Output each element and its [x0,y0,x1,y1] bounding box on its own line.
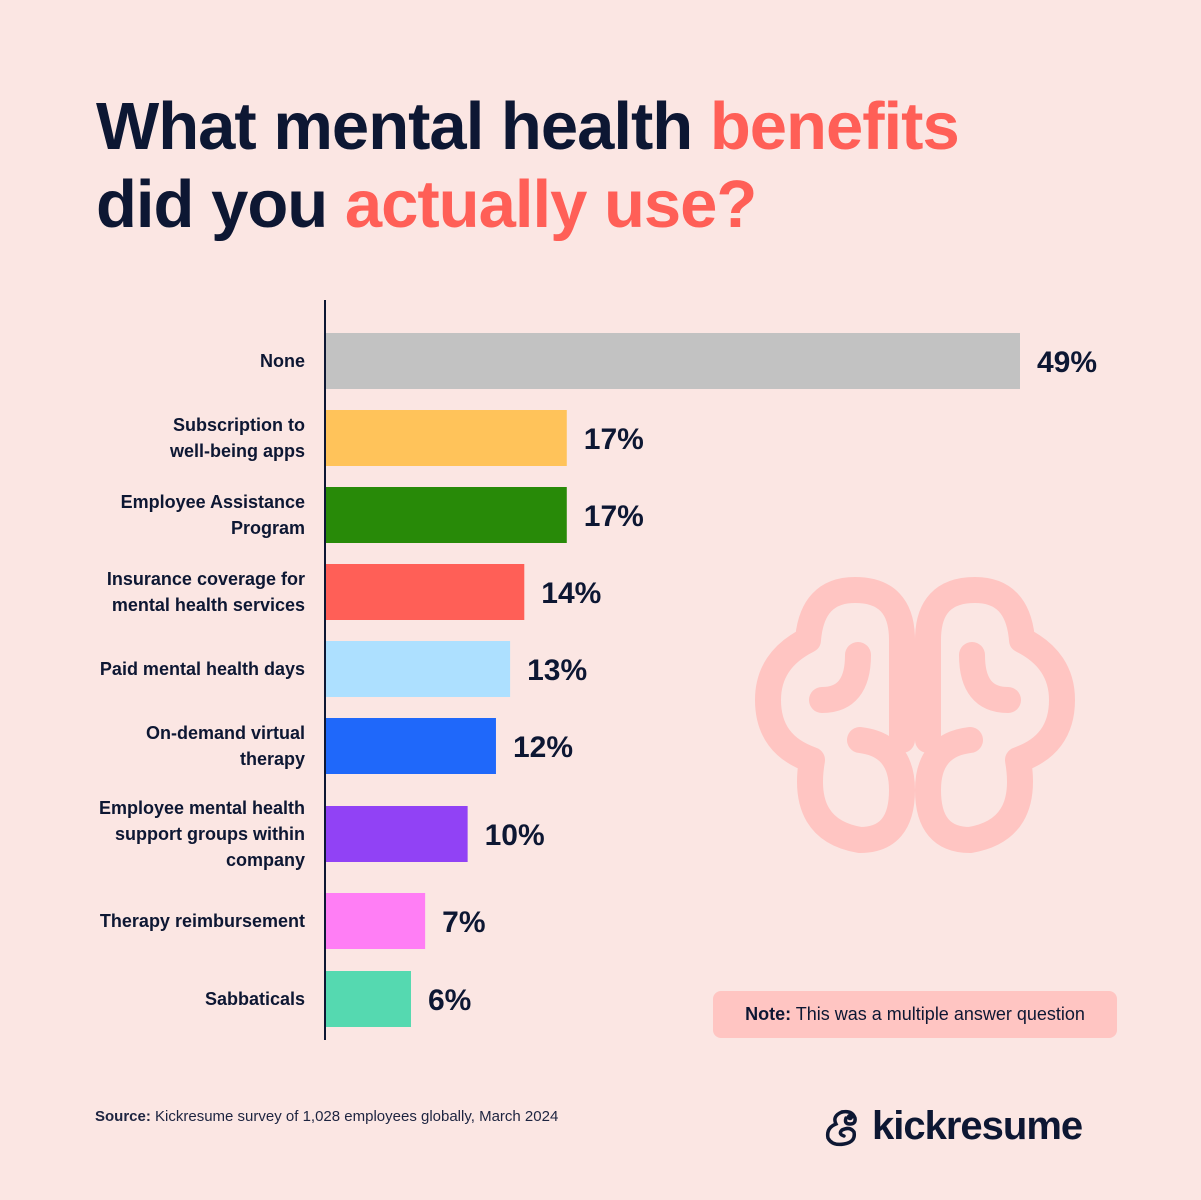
note-text: This was a multiple answer question [791,1004,1085,1024]
title-accent: actually use? [344,167,758,242]
bar [326,641,511,697]
category-label: Insurance coverage for mental health serv… [107,569,305,615]
data-label: 13% [527,654,587,687]
category-label: None [260,351,305,371]
title-text: did you [96,167,345,242]
note-label: Note: [745,1004,792,1024]
bar [326,564,525,620]
source-value: Kickresume survey of 1,028 employees glo… [150,1108,559,1125]
data-label: 6% [428,984,471,1017]
category-label: Employee Assistance Program [121,492,305,538]
bar [326,806,468,862]
source-text: Source: Kickresume survey of 1,028 emplo… [95,1108,558,1125]
category-label: Subscription to well-being apps [169,415,305,461]
data-label: 7% [442,906,485,939]
category-label: Therapy reimbursement [100,911,305,931]
brain-icon [755,577,1075,853]
category-label: Paid mental health days [100,659,305,679]
note-box: Note: This was a multiple answer questio… [713,991,1117,1038]
bar [326,410,567,466]
data-label: 17% [584,500,644,533]
category-label: Sabbaticals [205,989,305,1009]
data-label: 17% [584,423,644,456]
title-text: What mental health [96,89,710,164]
title-accent: benefits [709,89,960,164]
kickresume-logo-icon [825,1109,857,1146]
bar [326,893,426,949]
category-label: Employee mental health support groups wit… [99,798,305,870]
data-label: 49% [1037,346,1097,379]
bar [326,487,567,543]
bar [326,971,411,1027]
logo-text: kickresume [872,1104,1083,1148]
bar [326,718,496,774]
source-label: Source: [95,1108,151,1125]
page-title: What mental health benefits did you actua… [96,88,960,244]
category-label: On-demand virtual therapy [146,723,305,769]
bar [326,333,1020,389]
kickresume-logo: kickresume [822,1104,1083,1149]
data-label: 12% [513,731,573,764]
data-label: 14% [541,577,601,610]
data-label: 10% [485,819,545,852]
